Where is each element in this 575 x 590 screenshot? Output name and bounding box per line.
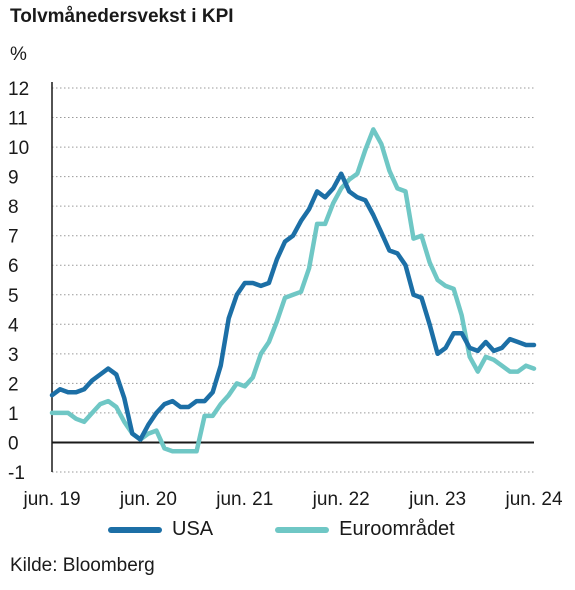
y-tick-label: 7	[8, 227, 19, 248]
x-tick-label: jun. 19	[22, 489, 80, 510]
series-lines	[49, 127, 537, 454]
y-tick-label: 4	[8, 315, 19, 336]
y-tick-label: 3	[8, 345, 19, 366]
legend-label-usa: USA	[172, 518, 214, 540]
legend-swatch-usa	[108, 526, 162, 533]
legend-item-usa: USA	[108, 518, 213, 541]
chart-title: Tolvmånedersvekst i KPI	[10, 6, 234, 27]
y-tick-label: 12	[8, 79, 29, 100]
series-line-usa	[49, 171, 537, 442]
x-tick-label: jun. 22	[312, 489, 370, 510]
y-tick-label: 11	[8, 109, 28, 130]
y-tick-label: -1	[8, 463, 25, 484]
legend: USA Euroområdet	[108, 518, 517, 541]
source-note: Kilde: Bloomberg	[10, 555, 155, 576]
y-unit-label: %	[10, 44, 27, 65]
legend-item-euro: Euroområdet	[275, 518, 455, 541]
y-tick-label: 2	[8, 374, 19, 395]
legend-swatch-euro	[275, 526, 330, 533]
legend-label-euro: Euroområdet	[339, 518, 455, 540]
y-tick-label: 8	[8, 197, 19, 218]
x-tick-label: jun. 21	[215, 489, 273, 510]
y-tick-label: 0	[8, 433, 19, 454]
y-tick-label: 6	[8, 256, 19, 277]
y-tick-label: 10	[8, 138, 29, 159]
x-tick-label: jun. 23	[408, 489, 466, 510]
y-tick-label: 1	[8, 404, 19, 425]
gridlines	[52, 87, 534, 473]
x-tick-label: jun. 24	[504, 489, 562, 510]
x-tick-label: jun. 20	[119, 489, 177, 510]
y-tick-label: 9	[8, 168, 19, 189]
y-tick-label: 5	[8, 286, 19, 307]
